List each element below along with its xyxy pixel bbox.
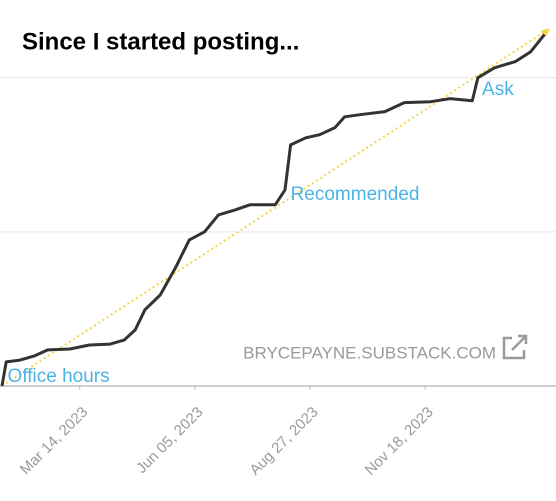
annotation: Office hours (8, 366, 110, 387)
annotation: Ask (482, 79, 514, 100)
annotation: Recommended (291, 184, 420, 205)
trend-arrow (541, 28, 550, 37)
chart-title: Since I started posting... (22, 28, 299, 55)
watermark: BRYCEPAYNE.SUBSTACK.COM (243, 343, 496, 362)
external-link-icon (502, 334, 528, 360)
trend-line (1, 27, 551, 387)
data-line (0, 33, 546, 387)
